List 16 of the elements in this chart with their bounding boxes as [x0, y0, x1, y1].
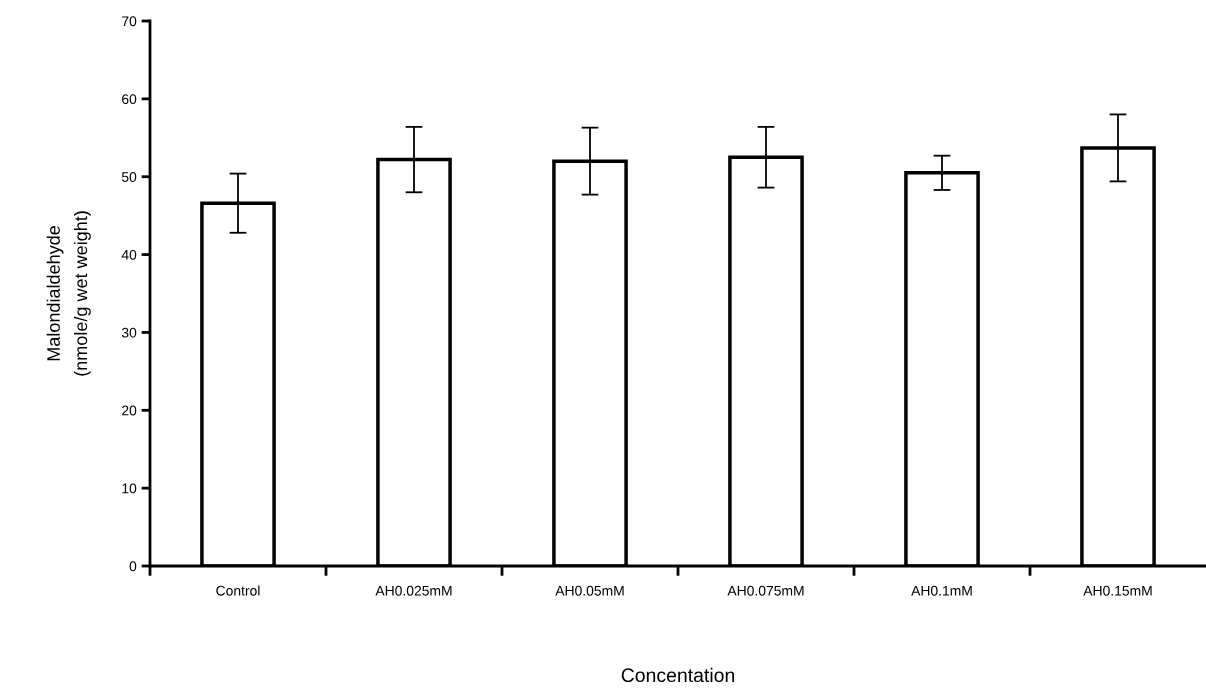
- y-tick-label: 10: [122, 483, 137, 494]
- y-tick-label: 70: [122, 16, 137, 27]
- x-tick-label: AH0.075mM: [727, 585, 804, 596]
- x-tick-label: AH0.05mM: [555, 585, 624, 596]
- y-tick-label: 0: [129, 561, 137, 572]
- x-tick-label: AH0.025mM: [375, 585, 452, 596]
- x-tick-label: Control: [216, 585, 260, 596]
- y-tick-label: 40: [121, 249, 137, 260]
- y-axis-title: Malondialdehyde (nmole/g wet weight): [46, 211, 91, 376]
- y-tick-label: 60: [122, 94, 137, 105]
- y-tick-label: 30: [121, 327, 137, 338]
- y-tick-label: 20: [122, 405, 137, 416]
- x-axis-title: Concentation: [621, 667, 735, 683]
- y-tick-label: 50: [121, 172, 137, 182]
- x-tick-label: AH0.1mM: [911, 585, 972, 596]
- x-tick-label: AH0.15mM: [1083, 585, 1152, 596]
